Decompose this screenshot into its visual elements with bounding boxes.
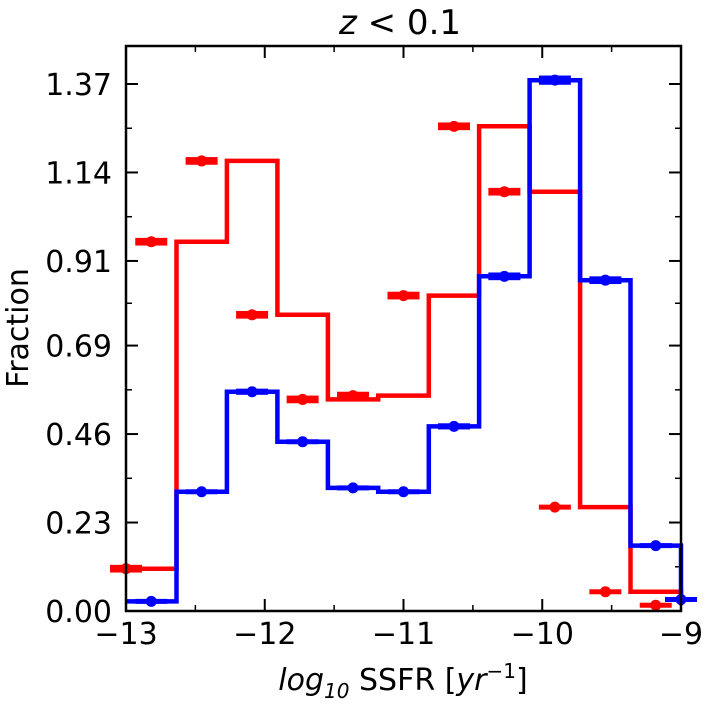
plot-frame [124, 44, 683, 613]
series-blue-point [599, 274, 611, 286]
y-tick-label: 0.46 [45, 418, 112, 453]
series-blue-point [246, 386, 258, 398]
series-red-point [246, 309, 258, 321]
series-blue-point [448, 420, 460, 432]
x-axis-label: log10 SSFR [yr−1] [278, 659, 527, 703]
series-red-point [498, 186, 510, 198]
series-red-point [145, 236, 157, 248]
series-blue-point [145, 595, 157, 607]
y-tick-label: 1.37 [45, 68, 112, 103]
series-red-point [398, 290, 409, 302]
series-red-point [347, 390, 359, 402]
y-axis-label: Fraction [1, 268, 36, 388]
x-tick-label: −11 [372, 617, 435, 652]
y-tick-label: 1.14 [45, 156, 112, 191]
series-red-step [126, 124, 684, 606]
series-red-point [448, 120, 460, 132]
series-red-point [297, 393, 309, 405]
series-blue-point [398, 486, 409, 498]
y-tick-label: 0.69 [45, 330, 112, 365]
x-tick-label: −12 [233, 617, 296, 652]
ticks-layer: −13 −12 −11 −10 −9 0.00 0.23 0.46 0.69 0.91 1.14 1.… [45, 46, 703, 652]
points-layer [110, 74, 697, 611]
series-blue-point [650, 540, 662, 552]
series-blue-point [498, 270, 510, 282]
x-tick-label: −9 [659, 617, 703, 652]
series-red-point [650, 599, 662, 611]
y-tick-label: 0.23 [45, 507, 112, 542]
y-tick-label: 0.00 [45, 595, 112, 630]
series-blue-point [196, 486, 208, 498]
chart-title: z < 0.1 [338, 3, 461, 43]
series-red-point [549, 501, 561, 513]
series-blue-point [549, 74, 561, 86]
series-red-point [599, 586, 611, 598]
series-red-point [196, 155, 208, 167]
x-tick-label: −10 [511, 617, 574, 652]
series-blue-point [297, 436, 309, 448]
y-tick-label: 0.91 [45, 245, 112, 280]
series-blue-point [347, 482, 359, 494]
x-tick-label: −13 [94, 617, 157, 652]
